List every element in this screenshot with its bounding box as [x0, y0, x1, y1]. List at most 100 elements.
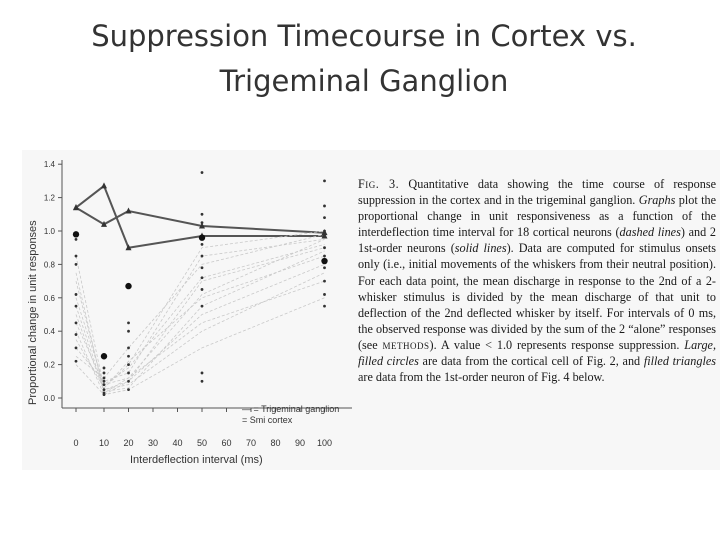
y-tick-label: 0.0	[44, 394, 56, 403]
data-point	[323, 204, 326, 208]
filled-triangle-point	[125, 244, 132, 251]
dashed-series-line	[75, 297, 325, 396]
caption-fig-label: Fig. 3.	[358, 177, 400, 191]
data-point	[200, 171, 204, 174]
data-point	[323, 266, 326, 270]
caption-text: ) and 2 1st-order neurons (	[358, 225, 716, 256]
data-point	[102, 393, 106, 397]
filled-triangle-point	[125, 207, 132, 214]
caption-methods: methods	[382, 337, 430, 352]
data-point	[102, 366, 106, 370]
data-point	[74, 321, 78, 325]
x-tick-label: 80	[270, 438, 280, 448]
data-point	[127, 321, 130, 325]
caption-emph-dashed: dashed lines	[619, 225, 681, 240]
large-filled-circle	[72, 231, 80, 238]
x-tick-label: 90	[295, 438, 305, 448]
x-tick-label: 20	[123, 438, 133, 448]
slide-title-line-1: Suppression Timecourse in Cortex vs.	[91, 19, 637, 53]
y-tick-label: 0.8	[44, 260, 56, 269]
data-point	[74, 263, 78, 266]
filled-triangle-point	[321, 229, 328, 236]
figure-caption: Fig. 3. Quantitative data showing the ti…	[358, 176, 716, 385]
data-point	[127, 379, 130, 383]
data-point	[323, 254, 326, 258]
caption-text: plot the proportional change in unit res…	[358, 193, 717, 240]
y-axis-label: Proportional change in unit responses	[27, 220, 39, 405]
x-axis-label: Interdeflection interval (ms)	[130, 454, 263, 466]
caption-emph-graphs: Graphs	[638, 193, 676, 208]
data-point	[200, 276, 204, 280]
data-point	[127, 371, 130, 375]
data-point	[323, 279, 326, 283]
data-point	[323, 179, 326, 183]
data-point	[102, 371, 106, 375]
filled-triangle-point	[73, 204, 79, 211]
x-tick-label: 60	[221, 438, 231, 448]
data-point	[74, 333, 78, 336]
data-point	[102, 388, 106, 392]
slide-title-line-2: Trigeminal Ganglion	[219, 64, 509, 98]
caption-emph-triangles: filled triangles	[643, 354, 716, 369]
data-point	[323, 304, 326, 308]
legend-entry: = Smi cortex	[242, 415, 293, 425]
x-tick-label: 30	[148, 438, 158, 448]
legend-entry: — = Trigeminal ganglion	[242, 404, 339, 414]
y-tick-label: 0.4	[44, 327, 56, 336]
y-tick-label: 0.2	[44, 361, 56, 370]
dashed-series-line	[75, 233, 325, 379]
data-point	[74, 293, 78, 296]
slide-title: Suppression Timecourse in Cortex vs. Tri…	[40, 14, 688, 104]
dashed-series-line	[75, 250, 325, 392]
data-point	[127, 363, 130, 366]
filled-triangle-point	[101, 182, 107, 189]
dashed-series-line	[75, 272, 325, 391]
data-point	[200, 212, 204, 216]
dashed-series-line	[75, 255, 325, 389]
x-tick-label: 40	[172, 438, 182, 448]
data-point	[127, 388, 130, 392]
data-point	[127, 329, 130, 333]
data-point	[74, 346, 78, 350]
caption-emph-solid: solid lines	[454, 241, 507, 256]
data-point	[102, 379, 106, 383]
x-tick-label: 10	[99, 438, 109, 448]
chart: 0.0 0.2 0.4 0.6 0.8 1.0 1.2 1.4 0 10 20 30 40 50 60 70 8…	[27, 160, 352, 466]
filled-triangle-point	[321, 232, 328, 239]
x-tick-label: 50	[197, 438, 207, 448]
data-point	[127, 354, 130, 358]
data-point	[74, 254, 78, 258]
large-filled-circle	[125, 282, 132, 290]
data-point	[127, 346, 130, 350]
x-tick-label: 70	[246, 438, 256, 448]
data-point	[74, 359, 78, 363]
filled-triangle-point	[101, 220, 107, 227]
dashed-series-line	[75, 238, 325, 386]
caption-text: are data from the cortical cell of Fig. …	[422, 354, 641, 369]
data-point	[200, 288, 204, 291]
x-tick-label: 100	[317, 438, 332, 448]
data-point	[200, 254, 204, 258]
filled-triangle-point	[199, 222, 205, 229]
figure-image: 0.0 0.2 0.4 0.6 0.8 1.0 1.2 1.4 0 10 20 30 40 50 60 70 8…	[22, 150, 720, 470]
data-point	[200, 266, 204, 270]
data-point	[323, 293, 326, 296]
data-point	[323, 246, 326, 250]
dashed-series-line	[75, 238, 325, 382]
large-filled-circle	[321, 257, 328, 265]
x-tick-label: 0	[73, 438, 78, 448]
data-point	[102, 376, 106, 380]
y-tick-label: 0.6	[44, 294, 56, 303]
data-point	[102, 383, 106, 387]
y-tick-label: 1.2	[44, 194, 56, 203]
data-point	[200, 379, 204, 383]
data-point	[200, 242, 204, 246]
data-point	[200, 371, 204, 375]
large-filled-circle	[100, 353, 108, 360]
caption-text: ). Data are computed for stimulus onsets…	[358, 241, 717, 352]
dashed-series-line	[75, 244, 325, 386]
caption-text: Quantitative data showing the time cours…	[358, 177, 716, 208]
data-point	[74, 304, 78, 308]
dashed-series-line	[75, 272, 325, 394]
y-tick-label: 1.4	[44, 160, 56, 169]
